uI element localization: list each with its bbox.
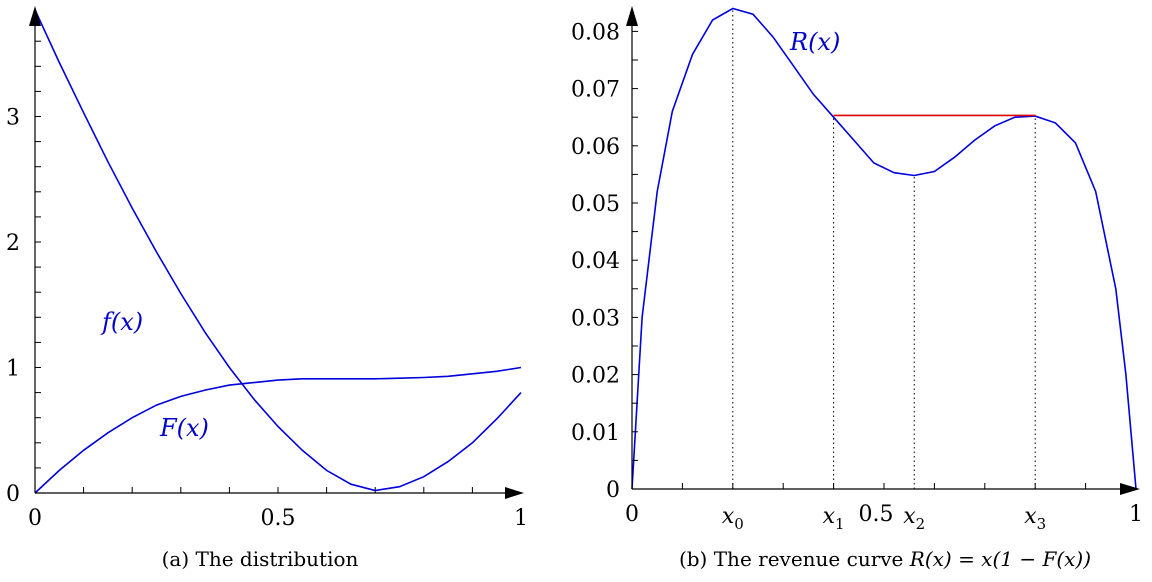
y-tick-label: 0.07: [571, 78, 620, 103]
point-label-x2: x2: [903, 504, 925, 533]
x-tick-label: 0.5: [261, 506, 296, 531]
point-label-base: x: [1024, 504, 1037, 529]
caption-a: (a) The distribution: [162, 547, 359, 571]
series-line-R: [631, 7, 1137, 490]
point-label-subscript: 0: [734, 515, 744, 533]
x-tick-label: 0: [28, 506, 42, 531]
y-tick-label: 2: [6, 231, 20, 256]
panel-b-point-labels: x0 x1 x2 x3: [722, 504, 1046, 533]
point-label-base: x: [722, 504, 735, 529]
panel-b-ticks: 0 0.5 1 0 0.01 0.02 0.03 0.04 0.05 0.06 0.07 0.08: [571, 20, 1143, 527]
y-tick-label: 0.06: [571, 135, 620, 160]
y-tick-label: 0.04: [571, 249, 620, 274]
panel-a-ticks: 0 0.5 1 0 1 2 3: [6, 40, 528, 531]
y-tick-label: 0.02: [571, 364, 620, 389]
x-tick-label: 1: [1129, 502, 1143, 527]
caption-b-formula: R(x) = x(1 − F(x)): [909, 547, 1091, 571]
panel-b-axes: [626, 6, 1140, 495]
x-axis-arrow: [1120, 483, 1140, 495]
y-tick-label: 0: [6, 482, 20, 507]
panel-a-axes: [29, 6, 524, 499]
panel-a-distribution: 0 0.5 1 0 1 2 3 f(x) F(x) (a) The distribution: [6, 6, 528, 571]
panel-b-curves: [631, 7, 1137, 490]
point-label-subscript: 1: [835, 515, 845, 533]
point-label-base: x: [823, 504, 836, 529]
caption-b-prefix: (b) The revenue curve: [679, 547, 910, 571]
caption-b: (b) The revenue curve R(x) = x(1 − F(x)): [679, 547, 1091, 571]
point-label-x3: x3: [1024, 504, 1046, 533]
y-axis-arrow: [29, 6, 41, 26]
x-tick-label: 0: [625, 502, 639, 527]
point-label-x0: x0: [722, 504, 744, 533]
point-label-base: x: [903, 504, 916, 529]
point-label-x1: x1: [823, 504, 845, 533]
f-series-label: f(x): [100, 308, 143, 336]
panel-a-curves: [34, 9, 522, 494]
panel-b-guides: [732, 8, 1036, 489]
point-label-subscript: 3: [1037, 515, 1047, 533]
x-axis-arrow: [505, 487, 524, 499]
x-tick-label: 1: [514, 506, 528, 531]
y-tick-label: 0.01: [571, 421, 620, 446]
y-tick-label: 3: [6, 106, 20, 131]
series-line-F: [34, 366, 522, 494]
y-tick-label: 1: [6, 357, 20, 382]
y-tick-label: 0.08: [571, 20, 620, 45]
panel-b-revenue: 0 0.5 1 0 0.01 0.02 0.03 0.04 0.05 0.06 0.07 0.08 x…: [571, 6, 1143, 571]
point-label-subscript: 2: [916, 515, 926, 533]
y-tick-label: 0.03: [571, 306, 620, 331]
series-line-f: [34, 9, 522, 492]
R-series-label: R(x): [789, 28, 840, 56]
y-tick-label: 0: [606, 478, 620, 503]
x-tick-label: 0.5: [859, 502, 894, 527]
y-tick-label: 0.05: [571, 192, 620, 217]
y-axis-arrow: [626, 6, 638, 26]
F-series-label: F(x): [159, 414, 209, 442]
